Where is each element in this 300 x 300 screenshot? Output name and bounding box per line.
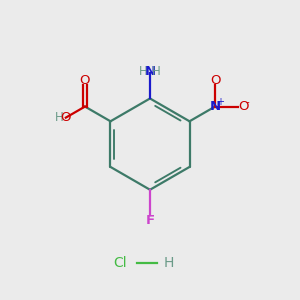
- Text: O: O: [61, 111, 71, 124]
- Text: H: H: [164, 256, 174, 270]
- Text: H: H: [152, 64, 161, 78]
- Text: H: H: [139, 64, 148, 78]
- Text: O: O: [80, 74, 90, 87]
- Text: H: H: [55, 111, 64, 124]
- Text: F: F: [146, 214, 154, 226]
- Text: +: +: [216, 97, 224, 106]
- Text: N: N: [144, 64, 156, 78]
- Text: Cl: Cl: [114, 256, 128, 270]
- Text: -: -: [246, 97, 250, 107]
- Text: O: O: [238, 100, 248, 113]
- Text: N: N: [209, 100, 220, 113]
- Text: O: O: [210, 74, 220, 87]
